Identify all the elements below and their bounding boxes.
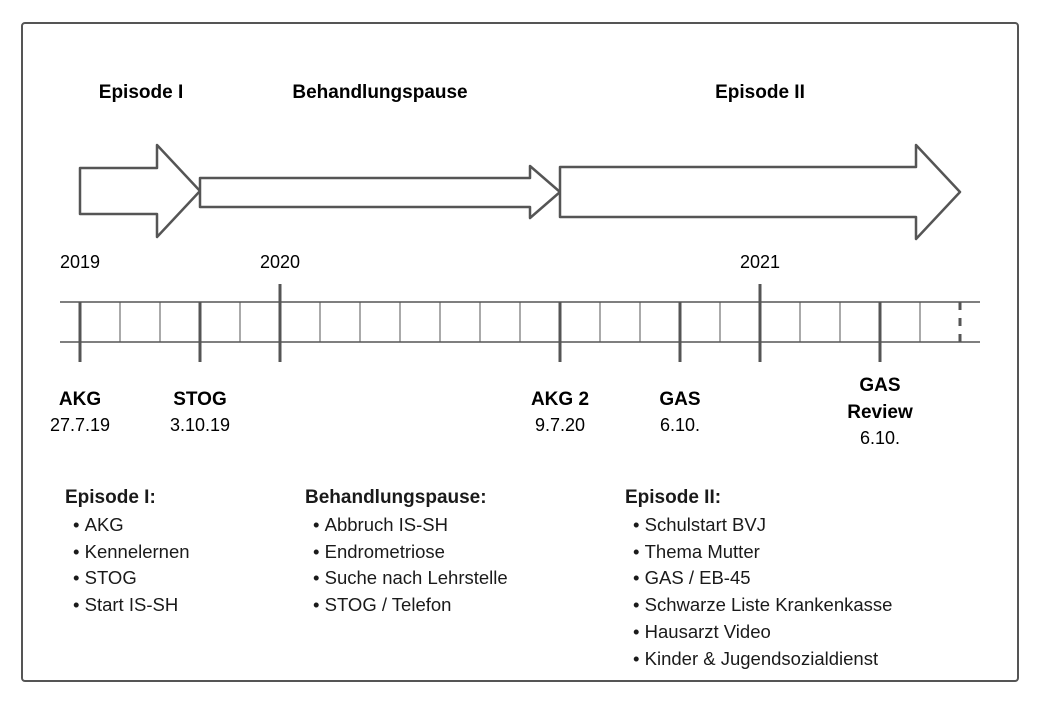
- milestone-date-stog: 3.10.19: [170, 415, 230, 435]
- notes-list-behandlungspause: Behandlungspause: Abbruch IS-SH Endromet…: [305, 485, 508, 619]
- list-item: Suche nach Lehrstelle: [313, 565, 508, 592]
- notes-list-episode-2: Episode II: Schulstart BVJ Thema Mutter …: [625, 485, 892, 673]
- milestone-name-stog: STOG: [173, 389, 227, 410]
- notes-heading: Behandlungspause:: [305, 487, 487, 508]
- list-item: Schwarze Liste Krankenkasse: [633, 592, 893, 619]
- phase-label-episode-1: Episode I: [99, 82, 183, 103]
- arrow-episode-1: [78, 143, 202, 239]
- list-item: Start IS-SH: [73, 592, 190, 619]
- milestone-date-gas-review: 6.10.: [860, 428, 900, 448]
- phase-label-behandlungspause: Behandlungspause: [292, 82, 467, 103]
- arrow-episode-2: [558, 143, 962, 241]
- list-item: Abbruch IS-SH: [313, 512, 508, 539]
- arrow-behandlungspause: [198, 164, 562, 220]
- year-label-2019: 2019: [60, 252, 100, 272]
- notes-heading: Episode II:: [625, 487, 722, 508]
- notes-list-episode-1: Episode I: AKG Kennelernen STOG Start IS…: [65, 485, 190, 619]
- milestone-name-akg: AKG: [59, 389, 101, 410]
- list-item: Endrometriose: [313, 539, 508, 566]
- list-item: Schulstart BVJ: [633, 512, 892, 539]
- list-item: STOG: [73, 565, 190, 592]
- milestone-name-gas-review-line2: Review: [847, 402, 913, 423]
- list-item: Kennelernen: [73, 539, 190, 566]
- year-label-2021: 2021: [740, 252, 780, 272]
- list-item: STOG / Telefon: [313, 592, 508, 619]
- notes-heading: Episode I:: [65, 487, 156, 508]
- list-item: Thema Mutter: [633, 539, 892, 566]
- year-label-2020: 2020: [260, 252, 300, 272]
- milestone-date-gas: 6.10.: [660, 415, 700, 435]
- milestone-name-gas: GAS: [659, 389, 700, 410]
- list-item: Hausarzt Video: [633, 619, 892, 646]
- milestone-name-akg-2: AKG 2: [531, 389, 589, 410]
- milestone-name-gas-review-line1: GAS: [859, 375, 900, 396]
- phase-label-episode-2: Episode II: [715, 82, 805, 103]
- list-item: Kinder & Jugendsozialdienst: [633, 646, 892, 673]
- diagram-frame: [21, 22, 1019, 682]
- timeline-ticks: [78, 284, 962, 362]
- milestone-date-akg: 27.7.19: [50, 415, 110, 435]
- list-item: GAS / EB-45: [633, 565, 892, 592]
- milestone-date-akg-2: 9.7.20: [535, 415, 585, 435]
- list-item: AKG: [73, 512, 190, 539]
